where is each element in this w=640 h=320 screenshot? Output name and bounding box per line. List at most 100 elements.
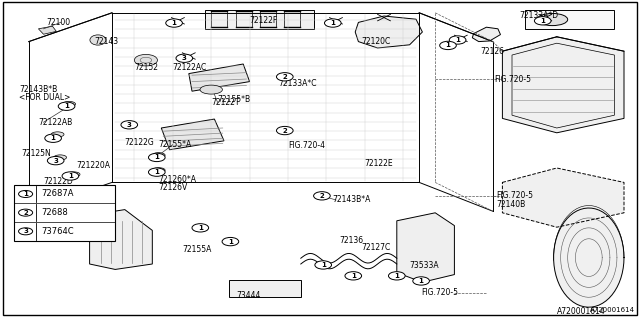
Text: 1: 1 bbox=[172, 20, 177, 26]
Circle shape bbox=[19, 209, 33, 216]
Text: FIG.720-5: FIG.720-5 bbox=[421, 288, 458, 297]
Text: 1: 1 bbox=[540, 18, 545, 24]
Ellipse shape bbox=[200, 85, 223, 94]
Text: A720001614: A720001614 bbox=[557, 308, 605, 316]
Text: 3: 3 bbox=[53, 158, 58, 164]
Text: 2: 2 bbox=[282, 74, 287, 80]
Text: 72155A: 72155A bbox=[182, 245, 212, 254]
Ellipse shape bbox=[67, 172, 80, 177]
Circle shape bbox=[534, 17, 551, 25]
Text: 72155*A: 72155*A bbox=[159, 140, 192, 149]
Circle shape bbox=[148, 168, 165, 176]
Circle shape bbox=[19, 190, 33, 197]
Text: 3: 3 bbox=[127, 122, 132, 128]
Circle shape bbox=[45, 134, 61, 142]
Text: 1: 1 bbox=[23, 191, 28, 197]
Text: 72133A*C: 72133A*C bbox=[278, 79, 317, 88]
Text: 72100: 72100 bbox=[46, 18, 70, 27]
Circle shape bbox=[62, 172, 79, 180]
Circle shape bbox=[324, 19, 341, 27]
Ellipse shape bbox=[152, 153, 165, 158]
Text: 1: 1 bbox=[68, 173, 73, 179]
Text: 2: 2 bbox=[282, 128, 287, 133]
Text: 1: 1 bbox=[228, 239, 233, 244]
Circle shape bbox=[388, 272, 405, 280]
Text: 1: 1 bbox=[394, 273, 399, 279]
Circle shape bbox=[58, 102, 75, 110]
Text: 72127C: 72127C bbox=[362, 243, 391, 252]
Text: 72155*B: 72155*B bbox=[218, 95, 251, 104]
Ellipse shape bbox=[152, 168, 165, 173]
Text: 72126: 72126 bbox=[480, 47, 504, 56]
Text: 3: 3 bbox=[23, 228, 28, 234]
Circle shape bbox=[413, 277, 429, 285]
Circle shape bbox=[47, 156, 64, 165]
Circle shape bbox=[19, 228, 33, 235]
Polygon shape bbox=[355, 16, 422, 48]
Circle shape bbox=[276, 73, 293, 81]
Polygon shape bbox=[38, 26, 56, 34]
Polygon shape bbox=[90, 210, 152, 269]
Text: A720001614: A720001614 bbox=[590, 307, 635, 313]
Polygon shape bbox=[161, 119, 224, 150]
Text: 72120C: 72120C bbox=[362, 37, 391, 46]
Polygon shape bbox=[397, 213, 454, 282]
Circle shape bbox=[314, 192, 330, 200]
Circle shape bbox=[440, 41, 456, 50]
Text: 72122T: 72122T bbox=[211, 98, 240, 107]
Text: 721220A: 721220A bbox=[77, 161, 111, 170]
Text: 1: 1 bbox=[51, 135, 56, 141]
Text: 72125N: 72125N bbox=[21, 149, 51, 158]
Circle shape bbox=[176, 54, 193, 62]
Text: 72143B*B: 72143B*B bbox=[19, 85, 58, 94]
Ellipse shape bbox=[54, 155, 67, 160]
Bar bbox=[525, 10, 614, 29]
Polygon shape bbox=[472, 27, 500, 42]
Text: 72143: 72143 bbox=[95, 37, 119, 46]
Text: 73533A: 73533A bbox=[410, 261, 439, 270]
Text: 73764C: 73764C bbox=[41, 227, 74, 236]
Text: FRONT: FRONT bbox=[19, 198, 49, 207]
Circle shape bbox=[192, 224, 209, 232]
Polygon shape bbox=[554, 208, 624, 307]
Text: 72687A: 72687A bbox=[41, 189, 74, 198]
Circle shape bbox=[345, 272, 362, 280]
Circle shape bbox=[134, 54, 157, 66]
Circle shape bbox=[148, 153, 165, 162]
Text: 72143B*A: 72143B*A bbox=[333, 196, 371, 204]
Text: FIG.720-5: FIG.720-5 bbox=[494, 75, 531, 84]
Text: 72152: 72152 bbox=[134, 63, 159, 72]
Text: FIG.720-4: FIG.720-4 bbox=[288, 141, 325, 150]
Text: 721260*A: 721260*A bbox=[159, 175, 196, 184]
Text: 72122D: 72122D bbox=[44, 177, 73, 186]
Circle shape bbox=[121, 121, 138, 129]
Text: 1: 1 bbox=[64, 103, 69, 109]
Polygon shape bbox=[189, 64, 250, 91]
Circle shape bbox=[449, 36, 466, 44]
Text: 72122AC: 72122AC bbox=[173, 63, 207, 72]
Text: 2: 2 bbox=[23, 210, 28, 216]
Polygon shape bbox=[502, 168, 624, 227]
Ellipse shape bbox=[63, 101, 76, 107]
Text: 72122E: 72122E bbox=[365, 159, 394, 168]
Text: 72688: 72688 bbox=[41, 208, 68, 217]
Text: 2: 2 bbox=[319, 193, 324, 199]
Text: 72122F: 72122F bbox=[250, 16, 278, 25]
Text: 72133A*D: 72133A*D bbox=[520, 12, 559, 20]
Text: 1: 1 bbox=[455, 37, 460, 43]
Text: 1: 1 bbox=[330, 20, 335, 26]
Text: 72122AB: 72122AB bbox=[38, 118, 73, 127]
Text: 72126V: 72126V bbox=[159, 183, 188, 192]
Text: 1: 1 bbox=[351, 273, 356, 279]
Text: 1: 1 bbox=[154, 155, 159, 160]
Ellipse shape bbox=[537, 13, 568, 26]
Circle shape bbox=[315, 261, 332, 269]
Polygon shape bbox=[205, 10, 314, 29]
Text: <FOR DUAL>: <FOR DUAL> bbox=[19, 93, 70, 102]
Ellipse shape bbox=[51, 132, 64, 137]
Polygon shape bbox=[502, 37, 624, 133]
Text: 73444: 73444 bbox=[237, 292, 261, 300]
Text: 1: 1 bbox=[445, 43, 451, 48]
Circle shape bbox=[276, 126, 293, 135]
Text: 1: 1 bbox=[419, 278, 424, 284]
